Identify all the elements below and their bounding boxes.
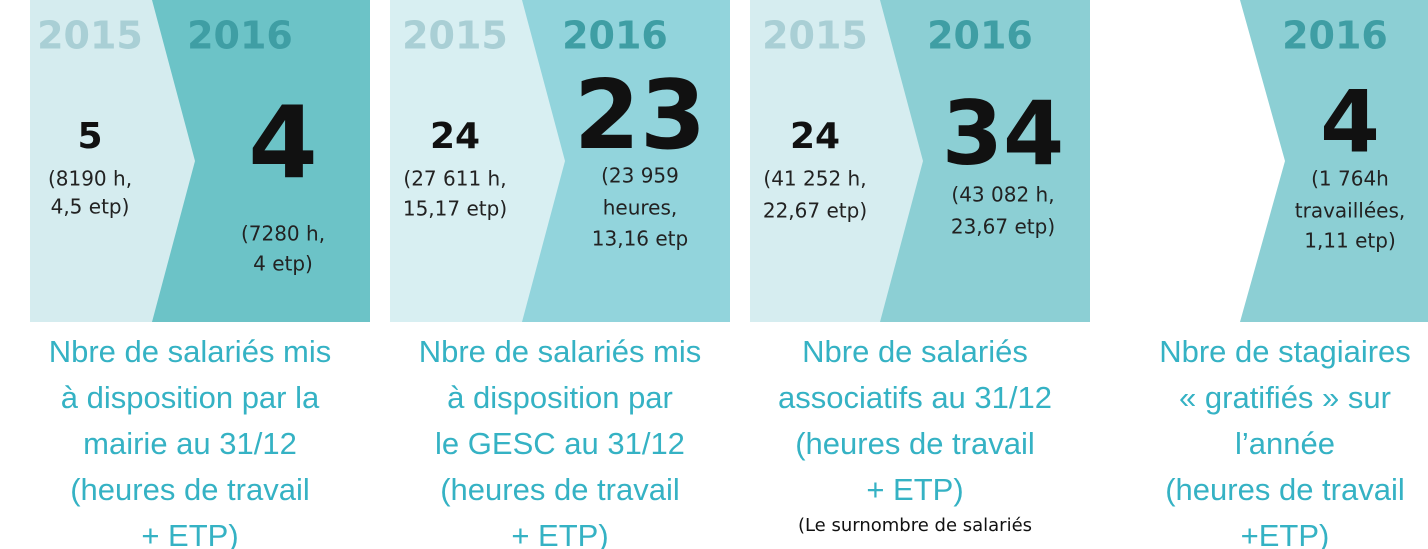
year-label: 2016 [927, 14, 1033, 58]
caption: Nbre de salariés mis [419, 334, 702, 369]
caption: (heures de travail [440, 472, 680, 507]
value: 24 [790, 116, 840, 157]
caption: (heures de travail [70, 472, 310, 507]
year-label: 2015 [762, 14, 868, 58]
detail: (8190 h, [48, 167, 132, 191]
caption: associatifs au 31/12 [778, 380, 1052, 415]
detail: (41 252 h, [763, 167, 866, 191]
caption: à disposition par [447, 380, 673, 415]
caption: « gratifiés » sur [1179, 380, 1391, 415]
year-label: 2015 [37, 14, 143, 58]
detail: 4 etp) [253, 252, 313, 276]
dark-chevron [1240, 0, 1428, 322]
dark-chevron [522, 0, 730, 322]
caption: le GESC au 31/12 [435, 426, 685, 461]
detail: (7280 h, [241, 222, 325, 246]
caption: Nbre de stagiaires [1159, 334, 1411, 369]
caption: +ETP) [1241, 518, 1330, 549]
value: 4 [248, 84, 318, 201]
detail: 1,11 etp) [1304, 229, 1396, 253]
detail: 4,5 etp) [51, 195, 130, 219]
year-label: 2016 [1282, 14, 1388, 58]
value: 24 [430, 116, 480, 157]
value: 5 [77, 116, 102, 157]
detail: 22,67 etp) [763, 199, 867, 223]
detail: 15,17 etp) [403, 197, 507, 221]
caption: l’année [1235, 426, 1335, 461]
detail: travaillées, [1295, 199, 1405, 223]
caption: (heures de travail [1165, 472, 1405, 507]
light-panel [750, 0, 923, 322]
caption: mairie au 31/12 [83, 426, 297, 461]
detail: (27 611 h, [403, 167, 506, 191]
caption: Nbre de salariés mis [49, 334, 332, 369]
year-label: 2016 [187, 14, 293, 58]
detail: 23,67 etp) [951, 215, 1055, 239]
value: 34 [942, 82, 1064, 185]
caption: Nbre de salariés [802, 334, 1028, 369]
note: (Le surnombre de salariés [798, 515, 1032, 536]
value: 23 [574, 61, 706, 171]
caption: (heures de travail [795, 426, 1035, 461]
detail: (1 764h [1311, 167, 1389, 191]
dark-chevron [880, 0, 1090, 322]
detail: (23 959 [601, 164, 679, 188]
year-label: 2015 [402, 14, 508, 58]
caption: à disposition par la [61, 380, 320, 415]
caption: + ETP) [141, 518, 238, 549]
detail: (43 082 h, [951, 183, 1054, 207]
light-panel [390, 0, 565, 322]
year-label: 2016 [562, 14, 668, 58]
caption: + ETP) [511, 518, 608, 549]
dark-chevron [152, 0, 370, 322]
caption: + ETP) [866, 472, 963, 507]
detail: 13,16 etp [592, 227, 688, 251]
value: 4 [1320, 72, 1380, 172]
detail: heures, [603, 196, 678, 220]
